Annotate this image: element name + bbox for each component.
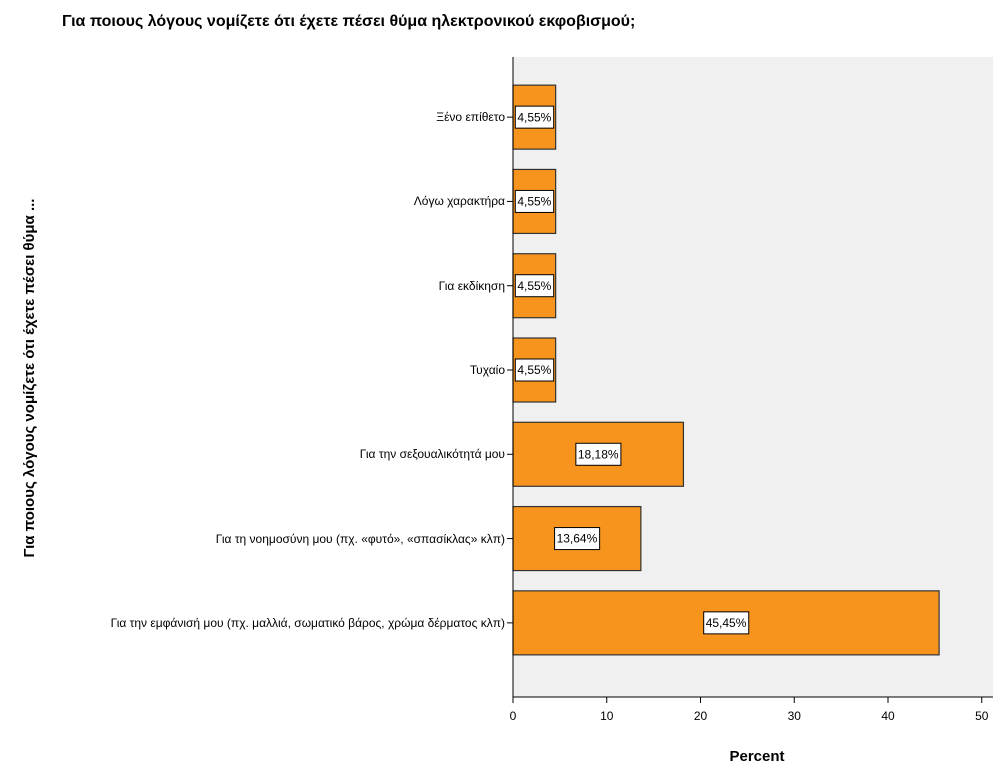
chart-title: Για ποιους λόγους νομίζετε ότι έχετε πέσ… xyxy=(62,13,635,30)
x-tick-label: 10 xyxy=(600,709,614,723)
y-tick-label: Τυχαίο xyxy=(469,363,505,377)
y-tick-label: Για την σεξουαλικότητά μου xyxy=(359,447,505,462)
value-label-box xyxy=(514,105,555,129)
y-tick-label: Για την εμφάνισή μου (πχ. μαλλιά, σωματι… xyxy=(110,615,505,630)
value-label-box xyxy=(514,358,555,382)
x-tick-label: 50 xyxy=(975,709,989,723)
value-label-box xyxy=(514,274,555,298)
y-tick-label: Λόγω χαρακτήρα xyxy=(413,194,505,209)
value-label: 18,18% xyxy=(578,447,619,461)
x-tick-label: 0 xyxy=(510,709,517,723)
value-label: 4,55% xyxy=(517,110,551,124)
value-label-box xyxy=(554,527,601,551)
x-tick-label: 40 xyxy=(881,709,895,723)
value-label: 4,55% xyxy=(517,195,551,209)
value-label-box xyxy=(575,442,622,466)
y-tick-label: Για εκδίκηση xyxy=(438,278,505,293)
value-label-box xyxy=(703,611,750,635)
y-tick-label: Για τη νοημοσύνη μου (πχ. «φυτό», «σπασί… xyxy=(215,531,505,546)
value-label-box xyxy=(514,189,555,213)
x-tick-label: 30 xyxy=(788,709,802,723)
value-label: 13,64% xyxy=(557,532,598,546)
value-label: 4,55% xyxy=(517,279,551,293)
x-tick-label: 20 xyxy=(694,709,708,723)
y-axis-title: Για ποιους λόγους νομίζετε ότι έχετε πέσ… xyxy=(21,199,38,558)
value-label: 4,55% xyxy=(517,363,551,377)
value-label: 45,45% xyxy=(706,616,747,630)
x-axis-title: Percent xyxy=(729,748,784,765)
y-tick-label: Ξένο επίθετο xyxy=(436,110,505,125)
